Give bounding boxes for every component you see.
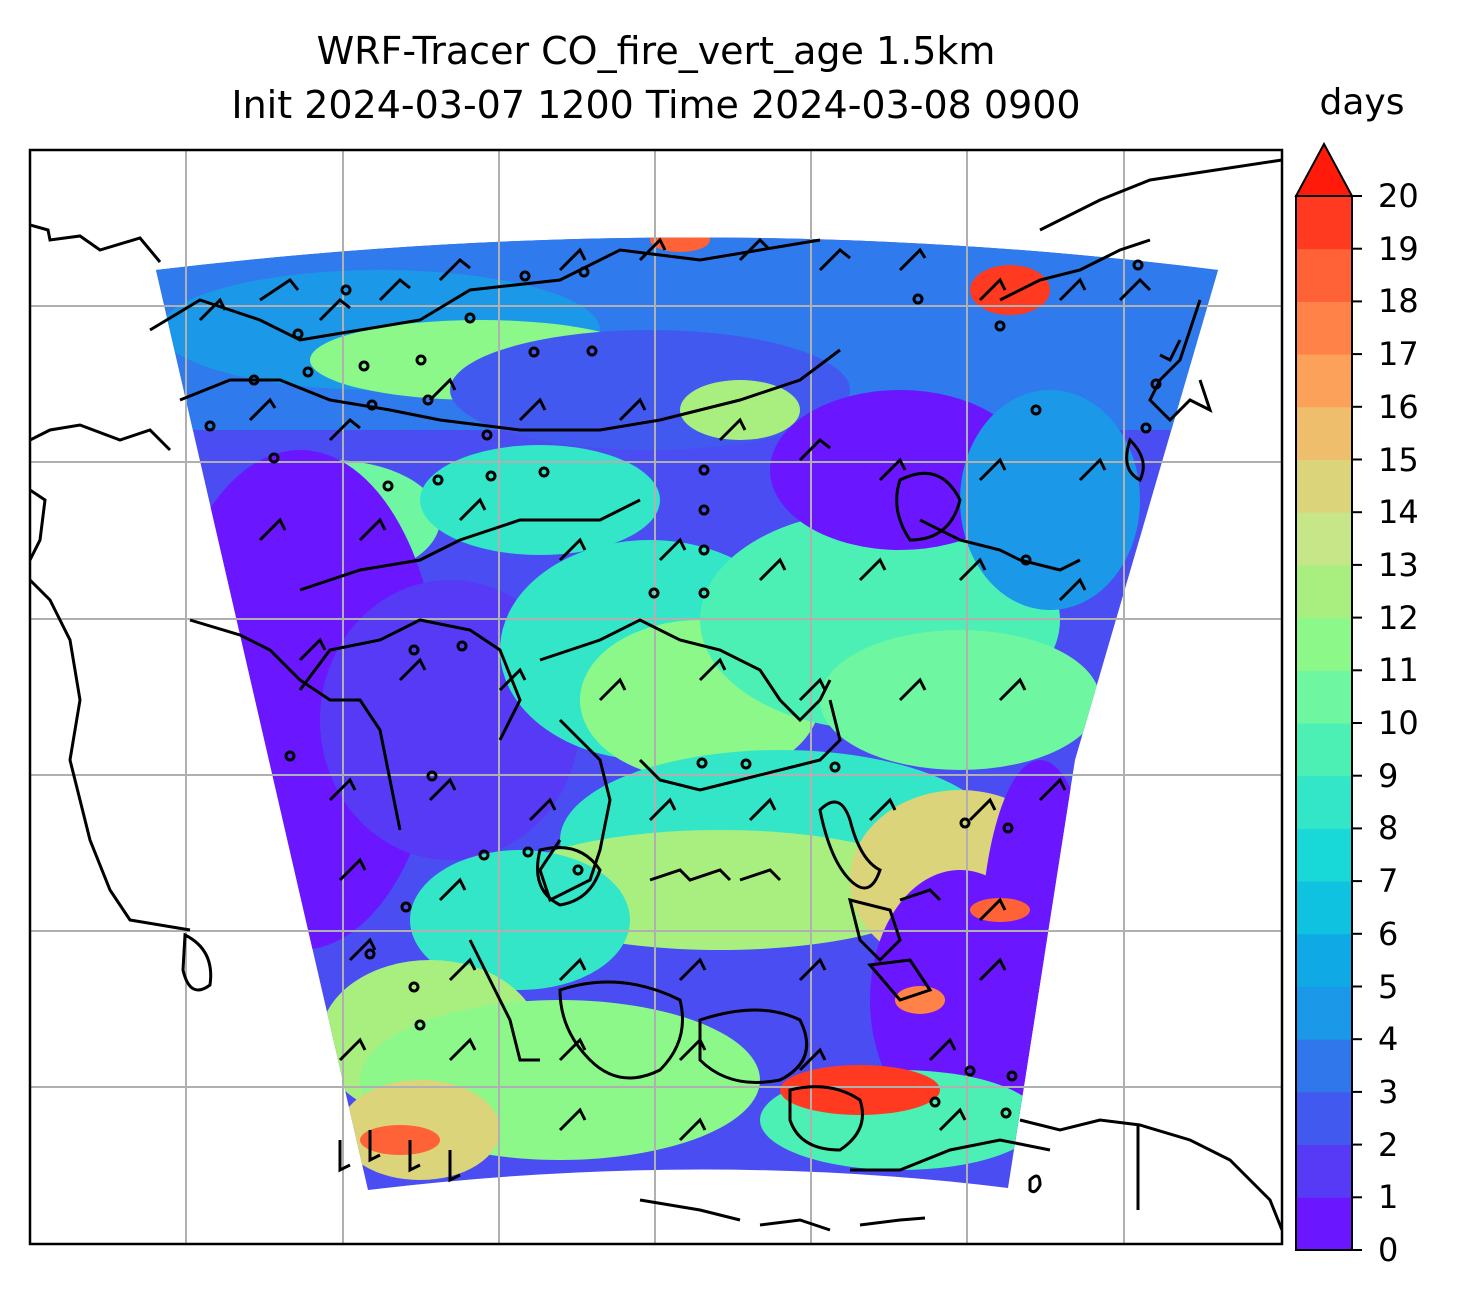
calm-wind-markers xyxy=(204,259,1162,1119)
map-title-line-2: Init 2024-03-07 1200 Time 2024-03-08 090… xyxy=(231,83,1081,127)
colorbar-segment xyxy=(1296,1091,1352,1146)
map-frame xyxy=(28,148,1284,1246)
colorbar-segment xyxy=(1296,828,1352,882)
colorbar-segment xyxy=(1296,986,1352,1040)
colorbar-tick-label: 0 xyxy=(1378,1231,1399,1269)
colorbar-tick-label: 13 xyxy=(1378,545,1419,584)
colorbar-segment xyxy=(1296,459,1352,513)
colorbar-tick-label: 19 xyxy=(1378,229,1419,268)
colorbar-tick-label: 3 xyxy=(1378,1072,1399,1111)
colorbar-segment xyxy=(1296,881,1352,935)
colorbar-segment xyxy=(1296,512,1352,566)
colorbar-tick-label: 9 xyxy=(1378,756,1399,795)
colorbar-tick-label: 15 xyxy=(1378,440,1419,479)
colorbar-segment xyxy=(1296,617,1352,671)
colorbar-segment xyxy=(1296,301,1352,355)
colorbar-segment xyxy=(1296,933,1352,987)
map-area xyxy=(30,150,1282,1244)
map-title-line-1: WRF-Tracer CO_fire_vert_age 1.5km xyxy=(316,29,996,73)
colorbar-segment xyxy=(1296,775,1352,829)
colorbar-tick-label: 17 xyxy=(1378,335,1419,374)
colorbar-tick-label: 11 xyxy=(1378,651,1419,690)
colorbar-tick-label: 6 xyxy=(1378,914,1399,953)
colorbar-tick-label: 7 xyxy=(1378,862,1399,901)
colorbar-tick-label: 1 xyxy=(1378,1178,1399,1217)
colorbar-segment xyxy=(1296,196,1352,250)
colorbar-tick-label: 2 xyxy=(1378,1125,1399,1164)
colorbar-segment xyxy=(1296,1144,1352,1198)
colorbar-unit-label: days xyxy=(1319,82,1405,123)
colorbar xyxy=(1294,141,1362,1251)
wind-barbs xyxy=(198,237,1182,1183)
colorbar-tick-label: 8 xyxy=(1378,809,1399,848)
colorbar-segment xyxy=(1296,723,1352,777)
colorbar-segment xyxy=(1296,406,1352,460)
colorbar-extend-arrow xyxy=(1294,141,1354,197)
colorbar-segment xyxy=(1296,248,1352,302)
colorbar-segment xyxy=(1296,564,1352,619)
colorbar-tick-label: 16 xyxy=(1378,387,1419,426)
colorbar-segment xyxy=(1296,670,1352,724)
colorbar-tick-label: 20 xyxy=(1378,177,1419,215)
colorbar-tick-label: 14 xyxy=(1378,493,1419,532)
colorbar-tick-label: 5 xyxy=(1378,967,1399,1006)
colorbar-tick-label: 10 xyxy=(1378,704,1419,742)
graticule xyxy=(30,150,1282,1244)
colorbar-segment xyxy=(1296,354,1352,408)
colorbar-segment xyxy=(1296,1039,1352,1093)
colorbar-tick-label: 18 xyxy=(1378,282,1419,321)
coastlines xyxy=(30,158,1282,1232)
colorbar-tick-label: 4 xyxy=(1378,1020,1399,1059)
colorbar-tick-label: 12 xyxy=(1378,598,1419,637)
colorbar-segment xyxy=(1296,1197,1352,1251)
